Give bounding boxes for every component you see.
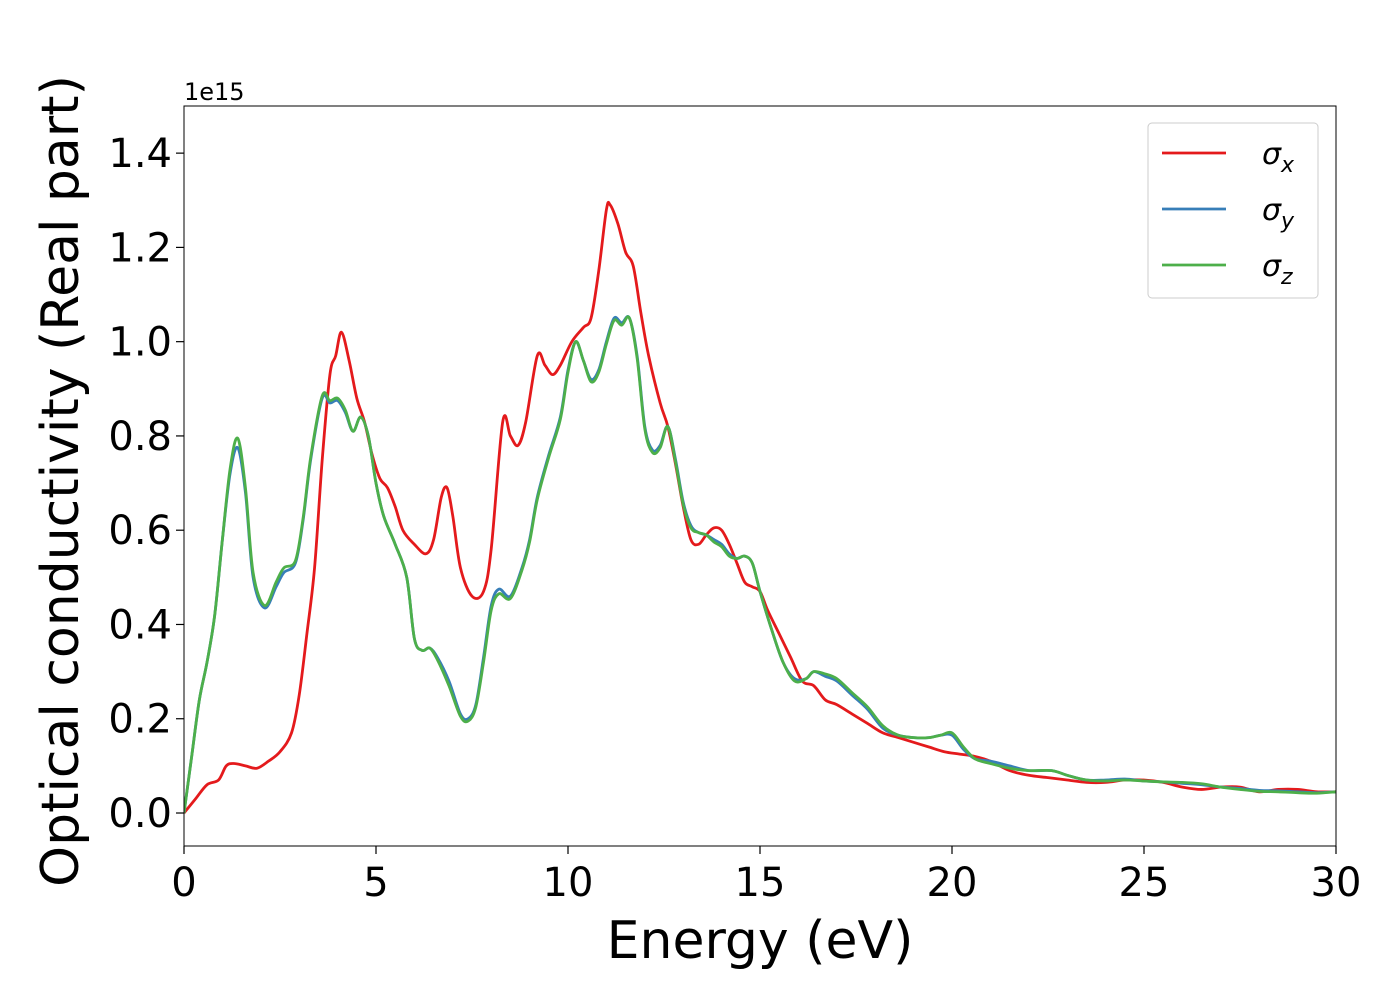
y-offset-label: 1e15 xyxy=(184,78,245,106)
x-tick-label: 0 xyxy=(171,860,196,906)
y-tick-label: 0.4 xyxy=(108,602,172,648)
x-tick-label: 30 xyxy=(1311,860,1362,906)
y-tick-label: 1.4 xyxy=(108,131,172,177)
series-layer xyxy=(184,200,1336,814)
y-tick-label: 0.6 xyxy=(108,508,172,554)
y-axis-label: Optical conductivity (Real part) xyxy=(31,75,91,887)
y-axis-ticks: 0.0 0.2 0.4 0.6 0.8 1.0 1.2 1.4 xyxy=(108,131,184,837)
y-tick-label: 1.2 xyxy=(108,225,172,271)
x-tick-label: 15 xyxy=(735,860,786,906)
legend: σx σy σz xyxy=(1147,122,1319,299)
legend-label-sigma-z: σz xyxy=(1262,249,1293,290)
x-tick-label: 10 xyxy=(543,860,594,906)
y-tick-label: 0.8 xyxy=(108,414,172,460)
x-tick-label: 5 xyxy=(363,860,388,906)
x-axis-ticks: 0 5 10 15 20 25 30 xyxy=(171,846,1361,906)
x-axis-label: Energy (eV) xyxy=(607,911,914,971)
y-tick-label: 0.2 xyxy=(108,697,172,743)
x-tick-label: 25 xyxy=(1119,860,1170,906)
x-tick-label: 20 xyxy=(927,860,978,906)
y-tick-label: 1.0 xyxy=(108,320,172,366)
series-line-sigma-z xyxy=(184,315,1336,814)
y-tick-label: 0.0 xyxy=(108,791,172,837)
legend-label-sigma-y: σy xyxy=(1262,193,1295,234)
legend-label-sigma-x: σx xyxy=(1262,137,1295,178)
legend-box xyxy=(1147,122,1319,299)
